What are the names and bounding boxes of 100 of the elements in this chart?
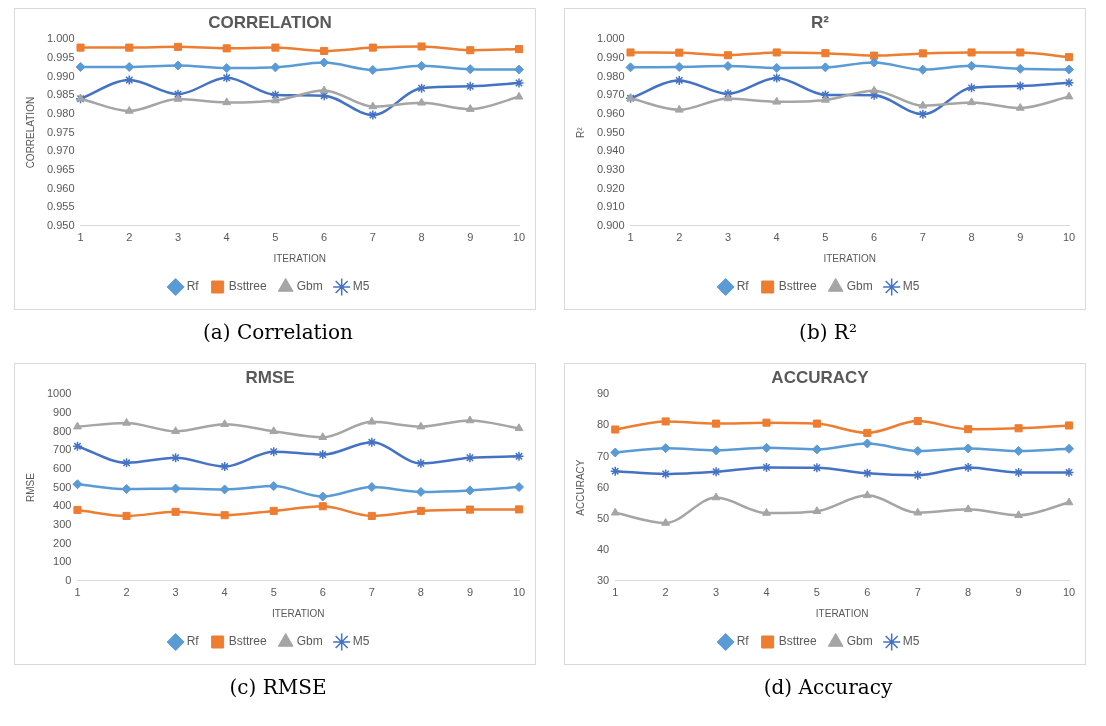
x-tick-label: 3	[713, 586, 720, 599]
y-tick-label: 1.000	[597, 32, 625, 45]
y-tick-label: 0.975	[47, 125, 75, 138]
legend-label: Bsttree	[778, 279, 817, 294]
text: (c) RMSE	[228, 675, 328, 699]
text: (a) Correlation	[202, 320, 354, 344]
y-axis-title: R²	[574, 126, 586, 138]
legend-label: Rf	[736, 634, 750, 649]
x-tick-label: 1	[627, 231, 634, 244]
y-tick-label: 0.980	[47, 106, 75, 119]
y-tick-label: 700	[53, 443, 72, 456]
y-tick-label: 0.965	[47, 162, 75, 175]
y-tick-label: 0.990	[597, 51, 625, 64]
x-axis-title: ITERATION	[273, 252, 327, 264]
y-tick-label: 0.910	[597, 200, 625, 213]
y-tick-label: 200	[53, 536, 72, 549]
y-tick-label: 90	[596, 387, 610, 400]
y-tick-label: 0.950	[47, 218, 75, 231]
x-tick-label: 4	[763, 586, 770, 599]
x-tick-label: 3	[724, 231, 732, 244]
y-tick-label: 0.960	[597, 106, 625, 119]
y-tick-label: 80	[596, 418, 610, 431]
y-tick-label: 0.955	[47, 200, 75, 213]
y-tick-label: 0.900	[597, 218, 625, 231]
x-tick-label: 5	[813, 586, 820, 599]
chart-title: RMSE	[245, 367, 295, 387]
x-tick-label: 9	[466, 586, 473, 599]
y-tick-label: 100	[53, 555, 72, 568]
x-tick-label: 9	[1017, 231, 1024, 244]
legend-label: Gbm	[296, 634, 323, 649]
x-tick-label: 7	[369, 231, 376, 244]
x-tick-label: 1	[612, 586, 619, 599]
y-tick-label: 0.980	[597, 69, 625, 82]
y-tick-label: 300	[53, 517, 72, 530]
y-tick-label: 0.940	[597, 144, 625, 157]
x-tick-label: 2	[662, 586, 669, 599]
text: (d) Accuracy	[762, 675, 894, 699]
y-tick-label: 0.930	[597, 162, 625, 175]
y-tick-label: 0.985	[47, 88, 75, 101]
x-tick-label: 5	[270, 586, 277, 599]
legend-label: Gbm	[846, 634, 873, 649]
x-tick-label: 7	[368, 586, 375, 599]
y-tick-label: 0.970	[597, 88, 625, 101]
legend-label: Bsttree	[778, 634, 817, 649]
y-tick-label: 0.920	[597, 181, 625, 194]
y-tick-label: 70	[596, 449, 610, 462]
legend-label: Rf	[736, 279, 750, 294]
x-tick-label: 6	[319, 586, 326, 599]
legend-label: Gbm	[296, 279, 323, 294]
x-tick-label: 8	[418, 231, 425, 244]
y-tick-label: 0.950	[597, 125, 625, 138]
legend-label: Bsttree	[228, 279, 267, 294]
x-tick-label: 5	[272, 231, 279, 244]
x-tick-label: 10	[512, 586, 526, 599]
legend-label: Bsttree	[228, 634, 267, 649]
x-tick-label: 10	[1062, 586, 1076, 599]
chart-title: R²	[811, 12, 830, 32]
legend-label: M5	[352, 634, 370, 649]
y-tick-label: 500	[53, 480, 72, 493]
x-tick-label: 1	[77, 231, 84, 244]
chart-title: ACCURACY	[771, 367, 870, 387]
x-tick-label: 10	[1062, 231, 1076, 244]
x-axis-title: ITERATION	[815, 607, 869, 619]
legend-label: M5	[902, 279, 920, 294]
y-tick-label: 0.970	[47, 144, 75, 157]
x-tick-label: 6	[871, 231, 878, 244]
x-tick-label: 10	[512, 231, 526, 244]
y-tick-label: 60	[596, 480, 610, 493]
y-axis-title: ACCURACY	[574, 459, 586, 516]
x-tick-label: 4	[221, 586, 228, 599]
x-tick-label: 6	[321, 231, 328, 244]
x-axis-title: ITERATION	[823, 252, 877, 264]
x-tick-label: 9	[1015, 586, 1022, 599]
x-tick-label: 2	[126, 231, 133, 244]
x-tick-label: 4	[223, 231, 230, 244]
x-tick-label: 8	[965, 586, 972, 599]
legend-label: Gbm	[846, 279, 873, 294]
y-tick-label: 1000	[46, 387, 72, 400]
legend-label: M5	[902, 634, 920, 649]
x-tick-label: 7	[919, 231, 926, 244]
text: (b) R²	[798, 320, 858, 344]
x-tick-label: 9	[467, 231, 474, 244]
x-tick-label: 3	[174, 231, 182, 244]
y-tick-label: 0.990	[47, 69, 75, 82]
chart-title: CORRELATION	[208, 12, 332, 32]
y-tick-label: 30	[596, 573, 610, 586]
x-tick-label: 4	[773, 231, 780, 244]
x-tick-label: 7	[914, 586, 921, 599]
x-tick-label: 8	[968, 231, 975, 244]
y-tick-label: 0.995	[47, 51, 75, 64]
y-axis-title: RMSE	[24, 472, 36, 503]
y-tick-label: 400	[53, 499, 72, 512]
y-tick-label: 0.960	[47, 181, 75, 194]
x-tick-label: 2	[123, 586, 130, 599]
x-tick-label: 5	[822, 231, 829, 244]
legend-label: Rf	[186, 634, 200, 649]
x-tick-label: 1	[74, 586, 81, 599]
y-tick-label: 800	[53, 424, 72, 437]
x-tick-label: 2	[676, 231, 683, 244]
legend-label: Rf	[186, 279, 200, 294]
